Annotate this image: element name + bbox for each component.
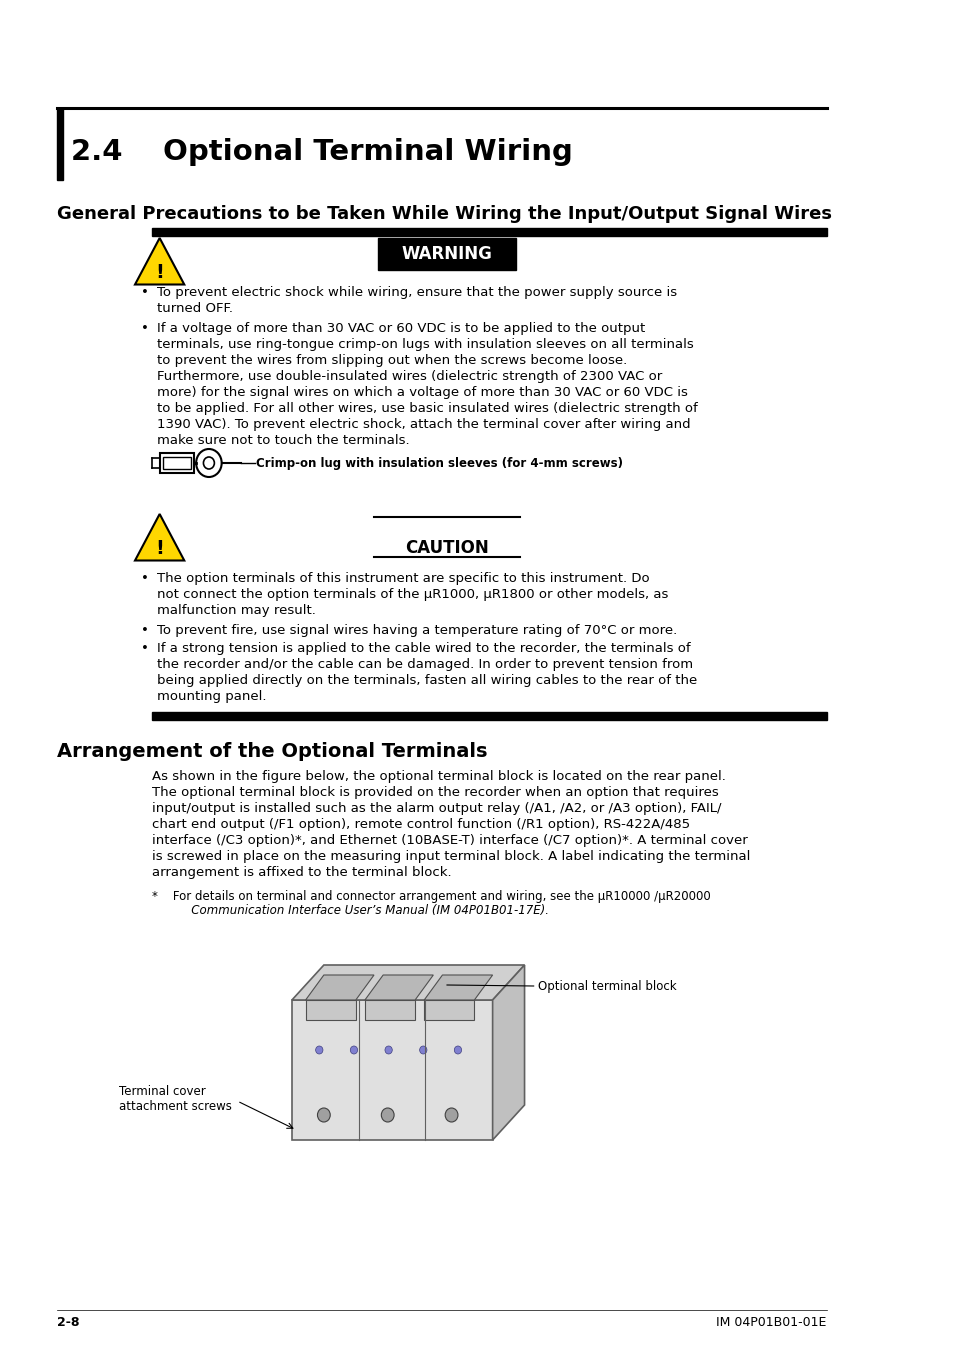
Text: to prevent the wires from slipping out when the screws become loose.: to prevent the wires from slipping out w… (156, 354, 626, 367)
Text: Terminal cover
attachment screws: Terminal cover attachment screws (118, 1085, 232, 1112)
Text: To prevent electric shock while wiring, ensure that the power supply source is: To prevent electric shock while wiring, … (156, 286, 677, 298)
Text: input/output is installed such as the alarm output relay (/A1, /A2, or /A3 optio: input/output is installed such as the al… (152, 802, 721, 815)
Text: •: • (141, 572, 149, 585)
Text: CAUTION: CAUTION (405, 539, 488, 558)
Text: turned OFF.: turned OFF. (156, 302, 233, 315)
Text: As shown in the figure below, the optional terminal block is located on the rear: As shown in the figure below, the option… (152, 769, 725, 783)
Bar (377, 238, 516, 270)
Bar (292, 1000, 492, 1139)
Text: malfunction may result.: malfunction may result. (156, 603, 315, 617)
Circle shape (381, 1108, 394, 1122)
Text: mounting panel.: mounting panel. (156, 690, 266, 703)
Circle shape (317, 1108, 330, 1122)
Text: General Precautions to be Taken While Wiring the Input/Output Signal Wires: General Precautions to be Taken While Wi… (56, 205, 831, 223)
Text: Communication Interface User’s Manual (IM 04P01B01-17E).: Communication Interface User’s Manual (I… (165, 904, 549, 917)
Text: the recorder and/or the cable can be damaged. In order to prevent tension from: the recorder and/or the cable can be dam… (156, 657, 692, 671)
Text: more) for the signal wires on which a voltage of more than 30 VAC or 60 VDC is: more) for the signal wires on which a vo… (156, 386, 687, 400)
Polygon shape (135, 514, 184, 560)
Text: interface (/C3 option)*, and Ethernet (10BASE-T) interface (/C7 option)*. A term: interface (/C3 option)*, and Ethernet (1… (152, 834, 747, 846)
Text: If a voltage of more than 30 VAC or 60 VDC is to be applied to the output: If a voltage of more than 30 VAC or 60 V… (156, 323, 644, 335)
Circle shape (419, 1046, 427, 1054)
Text: make sure not to touch the terminals.: make sure not to touch the terminals. (156, 433, 409, 447)
Text: •: • (141, 643, 149, 655)
Text: Furthermore, use double-insulated wires (dielectric strength of 2300 VAC or: Furthermore, use double-insulated wires … (156, 370, 661, 383)
Text: arrangement is affixed to the terminal block.: arrangement is affixed to the terminal b… (152, 865, 452, 879)
Text: is screwed in place on the measuring input terminal block. A label indicating th: is screwed in place on the measuring inp… (152, 850, 750, 863)
Text: terminals, use ring-tongue crimp-on lugs with insulation sleeves on all terminal: terminals, use ring-tongue crimp-on lugs… (156, 338, 693, 351)
Text: If a strong tension is applied to the cable wired to the recorder, the terminals: If a strong tension is applied to the ca… (156, 643, 690, 655)
Polygon shape (365, 975, 433, 1000)
Text: to be applied. For all other wires, use basic insulated wires (dielectric streng: to be applied. For all other wires, use … (156, 402, 697, 414)
Polygon shape (135, 238, 184, 285)
Text: !: ! (155, 263, 164, 282)
Text: 1390 VAC). To prevent electric shock, attach the terminal cover after wiring and: 1390 VAC). To prevent electric shock, at… (156, 418, 690, 431)
Bar (305, 1000, 355, 1021)
Text: chart end output (/F1 option), remote control function (/R1 option), RS-422A/485: chart end output (/F1 option), remote co… (152, 818, 690, 832)
Polygon shape (292, 965, 524, 1000)
Polygon shape (492, 965, 524, 1139)
Circle shape (445, 1108, 457, 1122)
Text: Optional terminal block: Optional terminal block (537, 980, 676, 994)
Bar (56, 108, 63, 180)
Bar (424, 1000, 474, 1021)
Text: •: • (141, 624, 149, 637)
Text: *    For details on terminal and connector arrangement and wiring, see the μR100: * For details on terminal and connector … (152, 890, 710, 903)
Bar (365, 1000, 415, 1021)
Circle shape (196, 450, 221, 477)
Text: WARNING: WARNING (401, 244, 492, 263)
Text: Crimp-on lug with insulation sleeves (for 4-mm screws): Crimp-on lug with insulation sleeves (fo… (256, 456, 622, 470)
Text: Arrangement of the Optional Terminals: Arrangement of the Optional Terminals (56, 743, 487, 761)
Circle shape (454, 1046, 461, 1054)
Text: IM 04P01B01-01E: IM 04P01B01-01E (716, 1316, 825, 1328)
Bar (152, 711, 825, 720)
Text: •: • (141, 286, 149, 298)
Polygon shape (305, 975, 374, 1000)
Text: 2.4    Optional Terminal Wiring: 2.4 Optional Terminal Wiring (71, 138, 573, 166)
Circle shape (315, 1046, 323, 1054)
Text: •: • (141, 323, 149, 335)
Circle shape (350, 1046, 357, 1054)
Text: being applied directly on the terminals, fasten all wiring cables to the rear of: being applied directly on the terminals,… (156, 674, 697, 687)
Text: To prevent fire, use signal wires having a temperature rating of 70°C or more.: To prevent fire, use signal wires having… (156, 624, 677, 637)
Circle shape (203, 458, 214, 468)
Text: 2-8: 2-8 (56, 1316, 79, 1328)
Text: not connect the option terminals of the μR1000, μR1800 or other models, as: not connect the option terminals of the … (156, 589, 668, 601)
Text: !: ! (155, 539, 164, 558)
Bar (163, 458, 191, 468)
Bar (152, 228, 825, 236)
Bar (159, 454, 194, 472)
Circle shape (385, 1046, 392, 1054)
Polygon shape (424, 975, 492, 1000)
Text: The option terminals of this instrument are specific to this instrument. Do: The option terminals of this instrument … (156, 572, 649, 585)
Text: The optional terminal block is provided on the recorder when an option that requ: The optional terminal block is provided … (152, 786, 719, 799)
